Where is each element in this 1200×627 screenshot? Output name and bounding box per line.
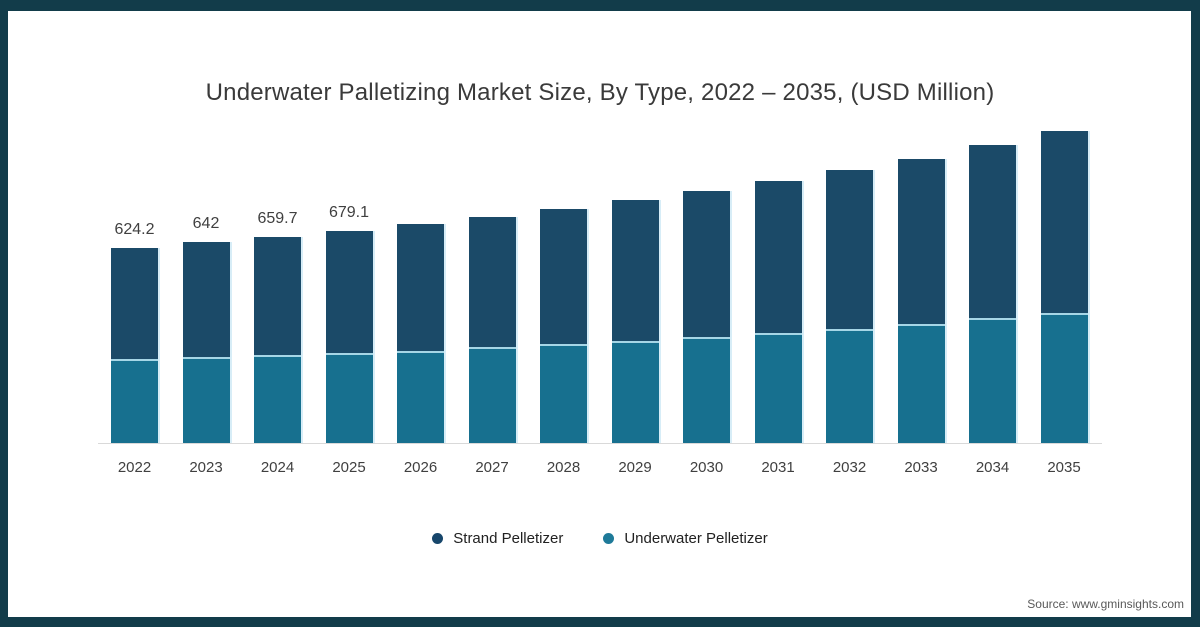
bar-2025 (325, 230, 373, 443)
bar-2033-underwater-pelletizer-segment (897, 324, 945, 443)
bar-2022-strand-pelletizer-segment (111, 247, 158, 359)
bar-2033 (897, 158, 945, 443)
legend: Strand Pelletizer Underwater Pelletizer (0, 530, 1200, 547)
bar-2029-underwater-pelletizer-segment (611, 340, 659, 443)
x-tick-label-2024: 2024 (260, 459, 295, 476)
x-tick-label-2026: 2026 (403, 459, 438, 476)
plot-area: 624.2 2022 642 2023 659.7 2024 679.1 2025 2026 20… (98, 131, 1102, 476)
x-tick-label-2030: 2030 (689, 459, 724, 476)
x-tick-label-2032: 2032 (832, 459, 867, 476)
bar-2028 (540, 208, 587, 443)
x-tick-label-2034: 2034 (975, 459, 1010, 476)
bar-2023-underwater-pelletizer-segment (182, 357, 230, 443)
x-tick-label-2035: 2035 (1047, 459, 1081, 476)
x-tick-label-2023: 2023 (189, 459, 223, 476)
bar-2033-strand-pelletizer-segment (897, 158, 945, 325)
bar-2030 (683, 191, 730, 443)
bar-2032-underwater-pelletizer-segment (826, 328, 873, 443)
bar-2028-underwater-pelletizer-segment (540, 344, 587, 443)
bar-2035-underwater-pelletizer-segment (1040, 312, 1088, 443)
bar-2034 (969, 144, 1016, 443)
bar-2024-underwater-pelletizer-segment (254, 355, 301, 443)
legend-marker-underwater-pelletizer-icon (603, 533, 615, 544)
bar-2032-strand-pelletizer-segment (826, 170, 873, 329)
bar-2034-strand-pelletizer-segment (969, 144, 1016, 318)
x-tick-label-2031: 2031 (761, 459, 795, 476)
legend-label-strand-pelletizer: Strand Pelletizer (453, 530, 564, 547)
bar-2022 (111, 247, 158, 443)
bar-2023-strand-pelletizer-segment (182, 242, 230, 358)
bar-value-label-2024: 659.7 (257, 209, 298, 227)
bar-2035 (1040, 131, 1088, 443)
x-axis-line (98, 443, 1102, 444)
bar-2027 (468, 216, 516, 443)
bar-2024 (254, 236, 301, 443)
bar-value-label-2023: 642 (192, 215, 220, 233)
bar-2031 (754, 181, 802, 443)
x-tick-label-2025: 2025 (332, 459, 366, 476)
bar-2026-strand-pelletizer-segment (397, 224, 444, 351)
bar-2029 (611, 200, 659, 443)
legend-label-underwater-pelletizer: Underwater Pelletizer (624, 530, 768, 547)
bar-2027-underwater-pelletizer-segment (468, 347, 516, 443)
bar-2025-strand-pelletizer-segment (325, 230, 373, 353)
source-text: Source: www.gminsights.com (1027, 597, 1184, 611)
x-tick-label-2022: 2022 (117, 459, 152, 476)
bar-2022-underwater-pelletizer-segment (111, 358, 158, 443)
bar-2030-underwater-pelletizer-segment (683, 337, 730, 443)
bar-value-label-2022: 624.2 (114, 220, 155, 238)
bar-2031-underwater-pelletizer-segment (754, 333, 802, 443)
bar-2025-underwater-pelletizer-segment (325, 353, 373, 443)
bar-2030-strand-pelletizer-segment (683, 191, 730, 338)
bar-2023 (182, 242, 230, 443)
x-tick-label-2027: 2027 (475, 459, 509, 476)
bar-2034-underwater-pelletizer-segment (969, 318, 1016, 443)
bar-2027-strand-pelletizer-segment (468, 216, 516, 348)
legend-item-strand-pelletizer: Strand Pelletizer (432, 530, 563, 547)
bar-2024-strand-pelletizer-segment (254, 236, 301, 356)
bar-2031-strand-pelletizer-segment (754, 181, 802, 334)
legend-marker-strand-pelletizer-icon (432, 533, 444, 544)
legend-item-underwater-pelletizer: Underwater Pelletizer (603, 530, 768, 547)
chart-title: Underwater Palletizing Market Size, By T… (205, 79, 995, 106)
bar-2035-strand-pelletizer-segment (1040, 131, 1088, 313)
bar-2029-strand-pelletizer-segment (611, 200, 659, 341)
x-tick-label-2033: 2033 (904, 459, 938, 476)
x-tick-label-2028: 2028 (546, 459, 581, 476)
bar-2032 (826, 170, 873, 443)
bar-2028-strand-pelletizer-segment (540, 208, 587, 345)
x-tick-label-2029: 2029 (618, 459, 652, 476)
bar-2026-underwater-pelletizer-segment (397, 350, 444, 443)
bar-value-label-2025: 679.1 (328, 203, 370, 221)
bar-2026 (397, 224, 444, 443)
